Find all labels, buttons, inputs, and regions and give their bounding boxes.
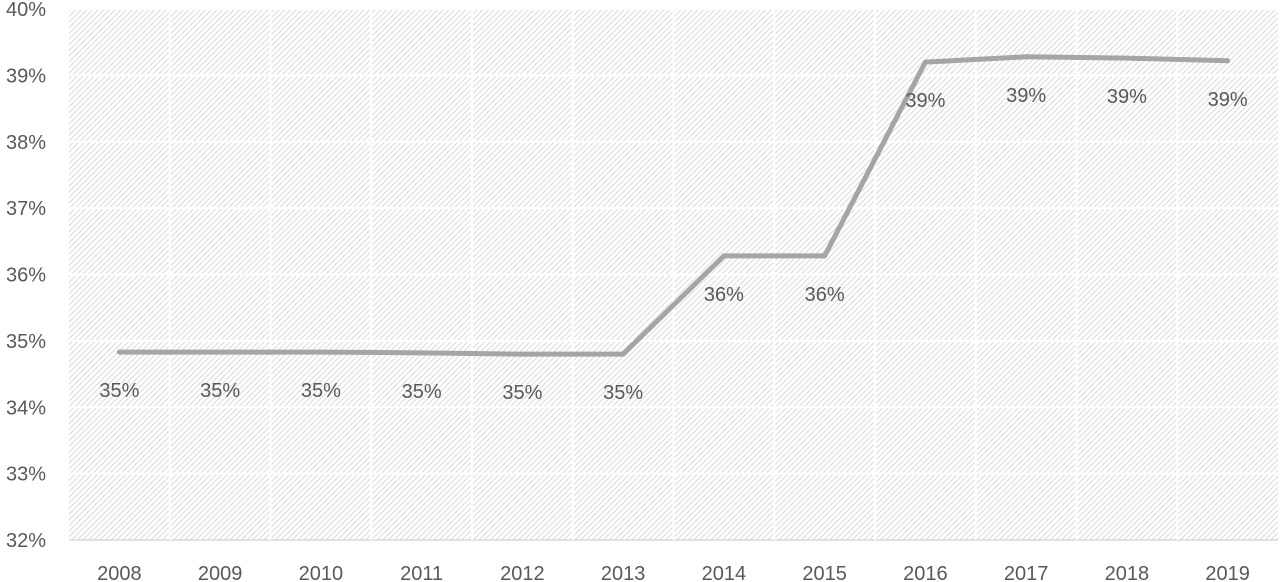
x-tick-label: 2016 <box>903 563 948 582</box>
x-tick-label: 2019 <box>1205 563 1250 582</box>
y-tick-label: 35% <box>6 331 46 353</box>
data-point <box>217 349 223 355</box>
data-label: 36% <box>805 284 845 306</box>
x-tick-label: 2010 <box>299 563 344 582</box>
x-tick-label: 2018 <box>1105 563 1150 582</box>
x-tick-label: 2017 <box>1004 563 1049 582</box>
y-tick-label: 39% <box>6 65 46 87</box>
gridlines <box>69 8 1278 541</box>
x-axis: 2008 2009 2010 2011 2012 2013 2014 2015 2016 2017… <box>97 563 1250 582</box>
x-tick-label: 2009 <box>198 563 243 582</box>
x-tick-label: 2012 <box>500 563 545 582</box>
y-tick-label: 40% <box>6 0 46 21</box>
data-label: 39% <box>905 90 945 112</box>
y-tick-label: 37% <box>6 198 46 220</box>
x-tick-label: 2013 <box>601 563 646 582</box>
data-point <box>116 349 122 355</box>
data-point <box>620 351 626 357</box>
data-label: 35% <box>99 380 139 402</box>
data-label: 39% <box>1006 85 1046 107</box>
data-label: 35% <box>301 380 341 402</box>
data-point <box>519 351 525 357</box>
y-tick-label: 34% <box>6 397 46 419</box>
y-tick-label: 38% <box>6 132 46 154</box>
data-point <box>922 59 928 65</box>
data-label: 35% <box>200 380 240 402</box>
data-point <box>318 349 324 355</box>
data-label: 36% <box>704 284 744 306</box>
y-tick-label: 33% <box>6 464 46 486</box>
data-point <box>1023 54 1029 60</box>
data-label: 35% <box>402 381 442 403</box>
data-label: 35% <box>502 382 542 404</box>
x-tick-label: 2011 <box>400 563 443 582</box>
x-tick-label: 2015 <box>802 563 847 582</box>
y-axis: 32% 33% 34% 35% 36% 37% 38% 39% 40% <box>6 0 46 552</box>
data-point <box>822 253 828 259</box>
x-tick-label: 2008 <box>97 563 142 582</box>
y-tick-label: 36% <box>6 265 46 287</box>
x-tick-label: 2014 <box>702 563 747 582</box>
data-label: 39% <box>1107 86 1147 108</box>
data-labels: 35% 35% 35% 35% 35% 35% 36% 36% 39% 39% 39% 39% <box>99 85 1247 404</box>
y-tick-label: 32% <box>6 530 46 552</box>
data-point <box>419 350 425 356</box>
series-line <box>116 54 1231 357</box>
series-group <box>116 54 1231 357</box>
data-label: 35% <box>603 382 643 404</box>
data-point <box>1124 55 1130 61</box>
data-point <box>1225 58 1231 64</box>
data-point <box>721 253 727 259</box>
data-label: 39% <box>1208 89 1248 111</box>
